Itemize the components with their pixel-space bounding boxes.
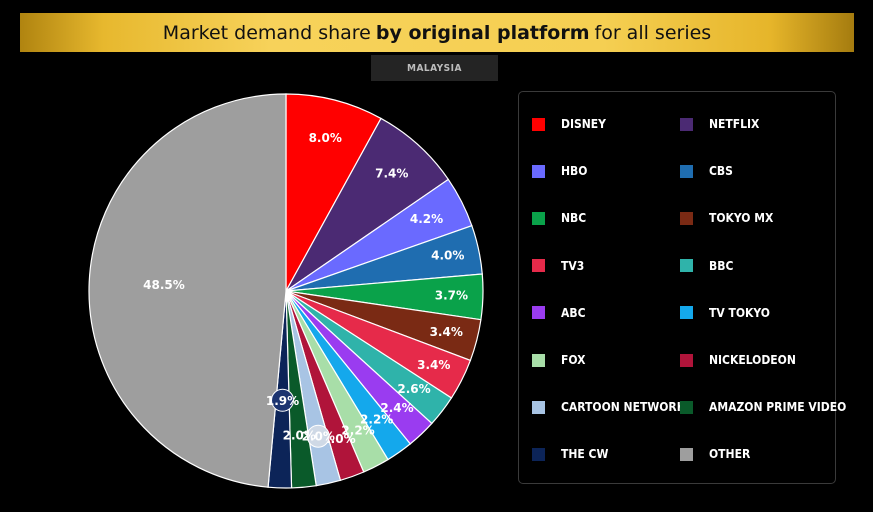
slice-value-label-netflix: 7.4%: [375, 167, 408, 181]
legend-swatch: [532, 447, 545, 461]
legend-item-fox: FOX: [532, 353, 585, 367]
pie-slice-other: [88, 93, 287, 488]
title-text-bold: by original platform: [375, 21, 590, 44]
legend-label: TV TOKYO: [709, 305, 770, 320]
legend-item-disney: DISNEY: [532, 117, 606, 131]
legend-label: NBC: [561, 211, 587, 226]
title-text-suffix: for all series: [594, 21, 712, 44]
legend-item-tv3: TV3: [532, 259, 584, 273]
legend-item-abc: ABC: [532, 306, 586, 320]
legend-item-netflix: NETFLIX: [680, 117, 759, 131]
legend-item-cartoon-network: CARTOON NETWORK: [532, 400, 685, 414]
legend-swatch: [532, 211, 545, 225]
legend-item-nbc: NBC: [532, 211, 586, 225]
legend-label: HBO: [561, 164, 588, 179]
legend-label: NICKELODEON: [709, 353, 796, 367]
legend-swatch: [680, 211, 693, 225]
legend-label: CARTOON NETWORK: [561, 400, 686, 415]
legend-label: FOX: [561, 353, 586, 367]
slice-value-label-the-cw: 1.9%: [266, 394, 299, 408]
slice-value-label-cartoon-network: 2.0%: [302, 430, 335, 444]
chart-legend: DISNEY NETFLIX HBO CBS NBC TOKYO MX TV3 BBC ABC T…: [518, 91, 846, 484]
pie-slice-disney: [285, 93, 382, 292]
legend-label: OTHER: [709, 447, 751, 462]
region-text: MALAYSIA: [407, 62, 462, 74]
legend-label: TOKYO MX: [709, 211, 774, 226]
legend-item-bbc: BBC: [680, 259, 733, 273]
legend-swatch: [680, 447, 693, 461]
slice-value-label-abc: 2.4%: [380, 401, 413, 415]
slice-value-label-tv-tokyo: 2.2%: [360, 412, 393, 426]
legend-swatch: [532, 117, 545, 131]
legend-item-hbo: HBO: [532, 164, 587, 178]
slice-value-label-amazon-prime-video: 2.0%: [283, 429, 316, 443]
slice-value-label-tokyo-mx: 3.4%: [430, 325, 463, 339]
slice-value-label-tv3: 3.4%: [417, 358, 450, 372]
legend-swatch: [680, 259, 693, 273]
slice-value-label-other: 48.5%: [143, 278, 185, 292]
region-label: MALAYSIA: [371, 55, 498, 81]
slice-value-label-nbc: 3.7%: [435, 288, 468, 302]
slice-label-bubble-cartoon-network: [306, 424, 330, 448]
legend-swatch: [532, 164, 545, 178]
slice-value-label-disney: 8.0%: [309, 131, 342, 145]
legend-swatch: [532, 400, 545, 414]
title-text-regular: Market demand share: [162, 21, 371, 44]
legend-swatch: [680, 353, 693, 367]
legend-item-other: OTHER: [680, 447, 750, 461]
slice-label-bubble-the-cw: [271, 388, 295, 412]
slice-value-label-hbo: 4.2%: [410, 212, 443, 226]
legend-swatch: [680, 306, 693, 320]
slice-value-label-bbc: 2.6%: [397, 382, 430, 396]
legend-item-cbs: CBS: [680, 164, 733, 178]
slice-value-label-nickelodeon: 2.0%: [322, 432, 355, 446]
legend-swatch: [680, 164, 693, 178]
legend-label: TV3: [561, 258, 585, 273]
legend-label: BBC: [709, 258, 734, 273]
legend-item-nickelodeon: NICKELODEON: [680, 353, 796, 367]
legend-swatch: [532, 259, 545, 273]
legend-item-tokyo-mx: TOKYO MX: [680, 211, 773, 225]
legend-swatch: [532, 306, 545, 320]
chart-title-banner: Market demand share by original platform…: [20, 13, 854, 52]
legend-swatch: [680, 117, 693, 131]
legend-swatch: [680, 400, 693, 414]
legend-item-the-cw: THE CW: [532, 447, 608, 461]
slice-value-label-fox: 2.2%: [341, 424, 374, 438]
legend-item-amazon-prime-video: AMAZON PRIME VIDEO: [680, 400, 846, 414]
legend-label: AMAZON PRIME VIDEO: [709, 400, 847, 415]
legend-label: CBS: [709, 164, 733, 179]
legend-item-tv-tokyo: TV TOKYO: [680, 306, 770, 320]
legend-label: DISNEY: [561, 117, 606, 131]
legend-label: THE CW: [561, 447, 609, 462]
legend-label: ABC: [561, 305, 586, 320]
legend-label: NETFLIX: [709, 117, 760, 131]
slice-value-label-cbs: 4.0%: [431, 249, 464, 263]
legend-swatch: [532, 353, 545, 367]
